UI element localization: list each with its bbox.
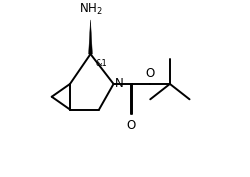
Text: NH$_2$: NH$_2$ — [78, 2, 102, 17]
Text: &1: &1 — [95, 59, 107, 68]
Text: N: N — [114, 77, 123, 90]
Text: O: O — [126, 119, 136, 132]
Text: O: O — [145, 67, 154, 80]
Polygon shape — [88, 20, 92, 54]
